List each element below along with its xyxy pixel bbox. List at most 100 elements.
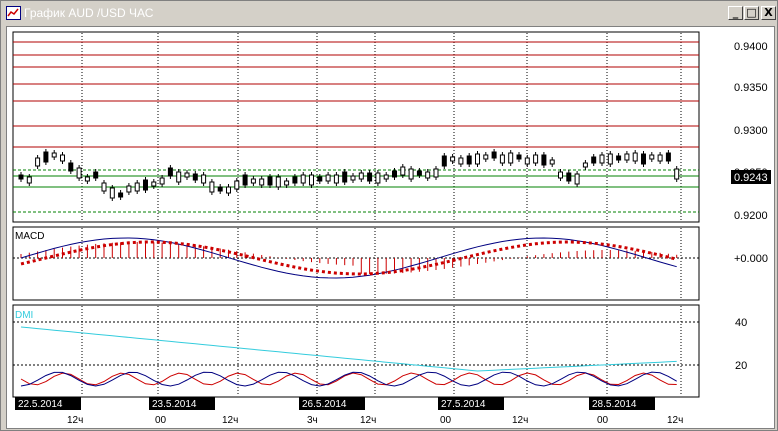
candle-body xyxy=(657,154,663,162)
candle-body xyxy=(599,154,605,164)
candle-body xyxy=(566,172,572,182)
candle-body xyxy=(591,156,597,164)
price-axis-label: 0.9200 xyxy=(734,210,768,222)
candle-body xyxy=(275,176,281,188)
candle-body xyxy=(101,182,107,192)
minimize-button[interactable]: _ xyxy=(728,6,743,20)
candle-body xyxy=(641,153,646,165)
candle-body xyxy=(665,152,671,162)
date-label: 26.5.2014 xyxy=(302,399,347,410)
macd-zero-label: +0.000 xyxy=(734,253,768,265)
candle-body xyxy=(607,153,613,165)
title-bar[interactable]: График AUD /USD ЧАС _ □ X xyxy=(2,2,776,24)
hour-label: 12ч xyxy=(67,415,83,426)
candle-body xyxy=(383,174,389,180)
price-axis-label: 0.9300 xyxy=(734,125,768,137)
candle-body xyxy=(68,162,74,172)
close-button[interactable]: X xyxy=(761,6,776,20)
hour-label: 12ч xyxy=(512,415,528,426)
candle-body xyxy=(309,174,314,186)
candle-body xyxy=(475,153,480,165)
dmi-axis-label: 40 xyxy=(735,317,747,329)
date-badge xyxy=(15,397,81,410)
candle-body xyxy=(209,181,215,193)
candle-body xyxy=(499,154,505,164)
candle-body xyxy=(541,154,547,166)
candle-body xyxy=(300,174,306,184)
date-badge xyxy=(438,397,504,410)
dmi-panel xyxy=(12,304,700,398)
candle-body xyxy=(375,172,381,184)
macd-label: MACD xyxy=(15,231,44,242)
candle-body xyxy=(342,171,348,183)
candle-body xyxy=(176,171,182,183)
candle-body xyxy=(450,156,456,162)
candle-body xyxy=(624,153,630,161)
candle-body xyxy=(84,176,90,182)
chart-canvas[interactable]: 0.9400 0.9350 0.9300 0.9250 0.9200 0.924… xyxy=(7,27,774,428)
macd-line xyxy=(20,237,677,279)
candle-body xyxy=(508,152,514,164)
candle-body xyxy=(333,174,339,184)
hour-label: 3ч xyxy=(307,415,318,426)
price-axis-label: 0.9400 xyxy=(734,41,768,53)
candle-body xyxy=(441,155,447,167)
price-panel xyxy=(12,31,700,223)
maximize-button[interactable]: □ xyxy=(744,6,759,20)
hour-label: 00 xyxy=(155,415,167,426)
chart-area[interactable]: 0.9400 0.9350 0.9300 0.9250 0.9200 0.924… xyxy=(6,26,775,429)
candle-body xyxy=(483,154,489,160)
candle-body xyxy=(18,174,24,180)
hour-label: 12ч xyxy=(667,415,683,426)
candle-body xyxy=(317,176,323,182)
candle-body xyxy=(109,187,115,199)
date-label: 27.5.2014 xyxy=(441,399,486,410)
candle-body xyxy=(35,157,41,167)
candle-body xyxy=(632,152,638,162)
candle-body xyxy=(524,157,530,165)
candle-body xyxy=(118,192,124,198)
candle-body xyxy=(201,174,207,184)
candle-body xyxy=(43,151,49,163)
candle-body xyxy=(416,170,422,176)
candle-body xyxy=(234,180,240,190)
candle-body xyxy=(674,168,680,180)
window-title: График AUD /USD ЧАС xyxy=(24,6,154,20)
current-price-value: 0.9243 xyxy=(734,172,768,184)
candle-body xyxy=(392,170,397,178)
hour-label: 12ч xyxy=(360,415,376,426)
candle-body xyxy=(284,180,290,186)
candle-body xyxy=(159,177,165,185)
candle-body xyxy=(267,176,273,186)
signal-line xyxy=(20,240,678,276)
candle-body xyxy=(259,178,265,186)
candle-body xyxy=(26,176,32,184)
candle-body xyxy=(184,172,190,178)
candle-body xyxy=(143,179,148,191)
candle-body xyxy=(400,166,406,176)
candle-body xyxy=(649,154,655,160)
candle-body xyxy=(433,168,439,178)
dmi-minus-line xyxy=(20,371,677,387)
candle-body xyxy=(192,173,198,181)
candle-body xyxy=(242,174,248,186)
date-label: 28.5.2014 xyxy=(592,399,637,410)
candle-body xyxy=(167,167,173,177)
candle-body xyxy=(491,151,497,159)
candle-body xyxy=(408,168,414,180)
candle-body xyxy=(574,173,580,185)
candle-body xyxy=(325,174,331,182)
current-price-badge xyxy=(731,170,771,184)
candle-body xyxy=(60,154,65,162)
candle-body xyxy=(425,171,431,179)
dmi-axis-label: 20 xyxy=(735,360,747,372)
candle-body xyxy=(358,172,364,180)
candle-body xyxy=(582,162,588,168)
candle-body xyxy=(458,157,464,165)
candle-body xyxy=(558,171,563,179)
candle-body xyxy=(292,176,298,184)
candle-body xyxy=(51,152,57,158)
date-badge xyxy=(149,397,215,410)
candle-body xyxy=(466,155,472,165)
date-badge xyxy=(299,397,365,410)
